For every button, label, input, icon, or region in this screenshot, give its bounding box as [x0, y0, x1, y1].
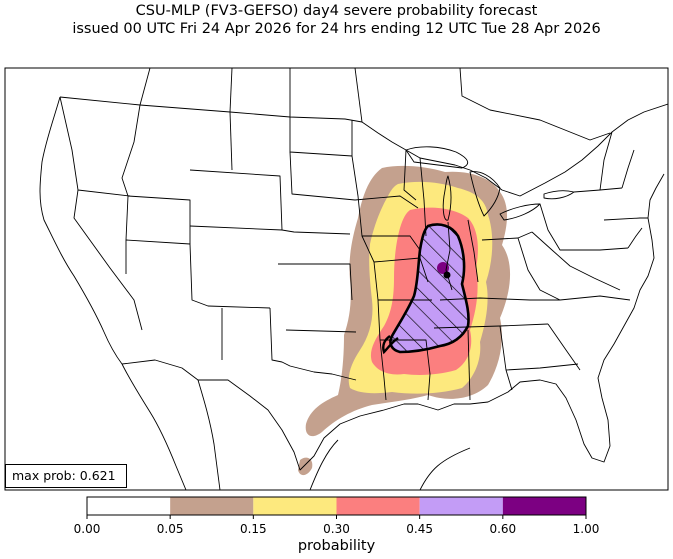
colorbar-tick-label: 1.00 [572, 522, 600, 536]
colorbar-tick-label: 0.45 [406, 522, 434, 536]
max-probability-box: max prob: 0.621 [5, 464, 127, 488]
colorbar-tick-label: 0.60 [489, 522, 517, 536]
colorbar-tick-label: 0.00 [73, 522, 101, 536]
colorbar-label: probability [297, 538, 376, 554]
colorbar-tick-label: 0.30 [323, 522, 350, 536]
colorbar-segment [87, 497, 171, 515]
map-title-line-2: issued 00 UTC Fri 24 Apr 2026 for 24 hrs… [72, 21, 601, 37]
map-frame [4, 67, 669, 491]
colorbar-segment [253, 497, 337, 515]
max-probability-marker [443, 271, 451, 279]
max-probability-text: max prob: 0.621 [12, 468, 116, 483]
colorbar-tick-label: 0.05 [156, 522, 184, 536]
colorbar-segment [419, 497, 503, 515]
map-boundaries [39, 68, 668, 490]
colorbar-segment [502, 497, 586, 515]
colorbar-segment [336, 497, 420, 515]
colorbar [86, 496, 587, 519]
colorbar-tick-label: 0.15 [239, 522, 267, 536]
map-title-line-1: CSU-MLP (FV3-GEFSO) day4 severe probabil… [135, 3, 538, 19]
colorbar-segment [170, 497, 254, 515]
